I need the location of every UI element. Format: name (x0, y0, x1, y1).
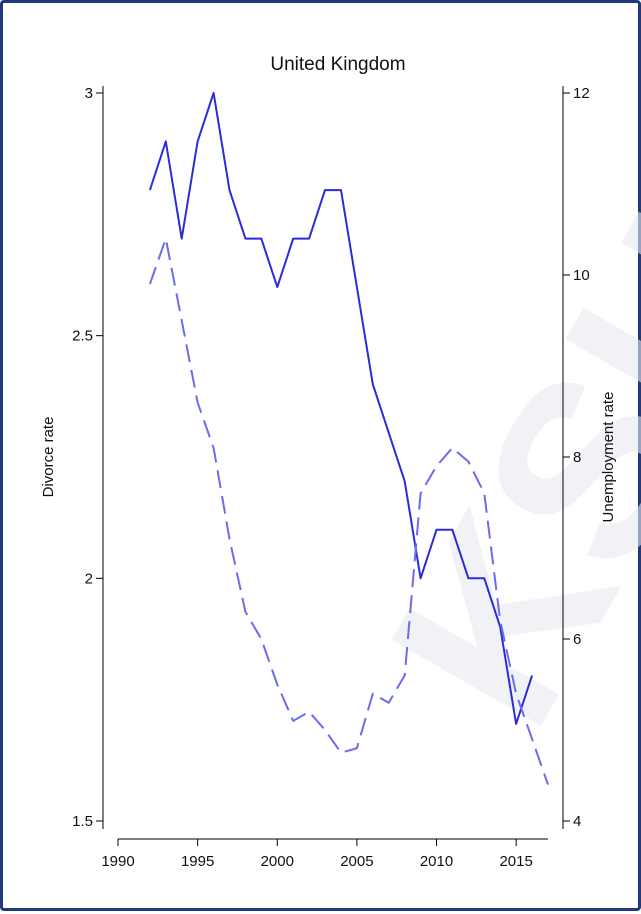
unemployment-rate-line (148, 237, 549, 785)
left-y-tick-label: 3 (85, 85, 93, 102)
left-y-tick-label: 2.5 (72, 328, 93, 345)
right-y-axis-title: Unemployment rate (600, 392, 617, 523)
left-y-tick-label: 2 (85, 570, 93, 587)
watermark: KSH KÖ (337, 3, 641, 767)
tick-layer: 1990 1995 2000 2005 2010 2015 1.5 2 2.5 3 4 6 8 10 12 (72, 85, 590, 870)
x-tick-label: 2000 (261, 853, 294, 870)
x-tick-label: 2015 (499, 853, 532, 870)
left-y-axis-title: Divorce rate (40, 417, 57, 498)
x-tick-label: 2005 (340, 853, 373, 870)
chart-title: United Kingdom (270, 54, 405, 75)
x-tick-label: 2010 (420, 853, 453, 870)
series-layer (148, 92, 549, 785)
right-y-tick-label: 8 (573, 449, 581, 466)
dual-axis-line-chart: KSH KÖ United Kingdom Divorce rate Unemp… (40, 3, 641, 870)
x-tick-label: 1990 (101, 853, 134, 870)
right-y-tick-label: 4 (573, 813, 581, 830)
left-y-tick-label: 1.5 (72, 813, 93, 830)
right-y-tick-label: 10 (573, 267, 590, 284)
divorce-rate-line (148, 92, 534, 725)
x-tick-label: 1995 (181, 853, 214, 870)
right-y-tick-label: 12 (573, 85, 590, 102)
right-y-tick-label: 6 (573, 631, 581, 648)
